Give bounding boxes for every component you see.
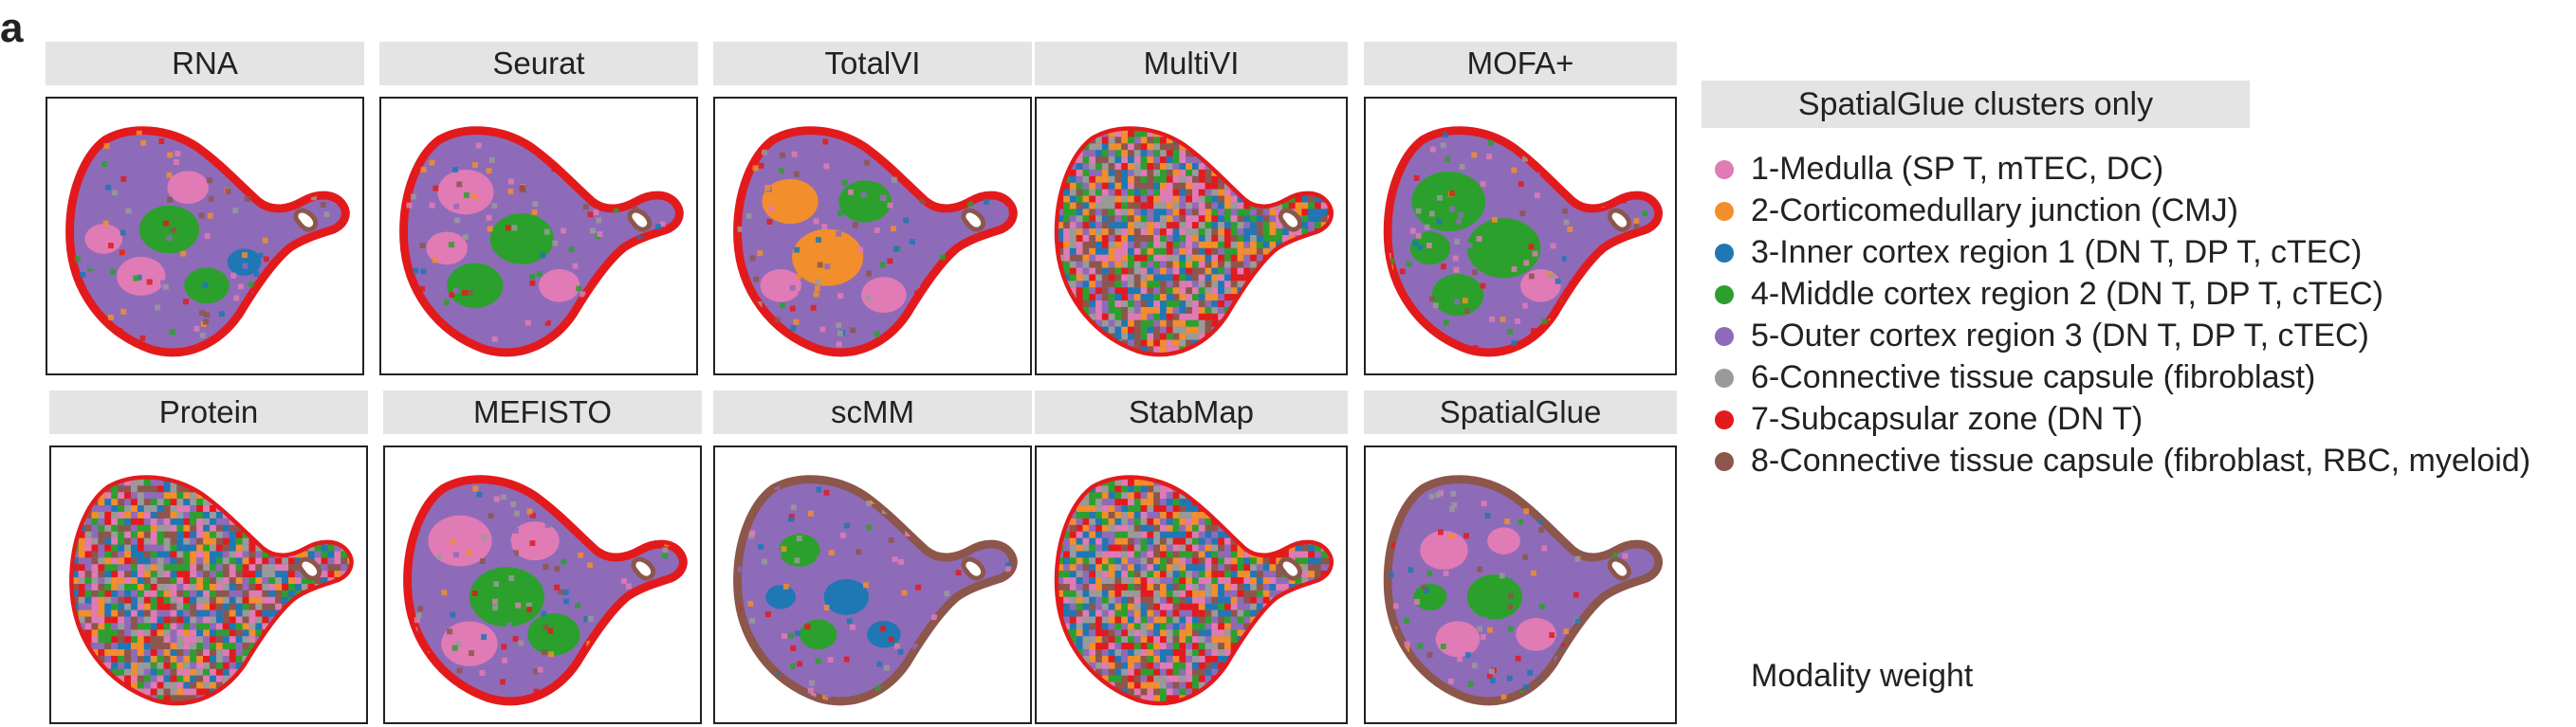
legend-item: 3-Inner cortex region 1 (DN T, DP T, cTE… (1715, 233, 2568, 271)
method-title: MultiVI (1035, 42, 1348, 85)
method-panel: RNA (46, 42, 364, 375)
legend-item: 5-Outer cortex region 3 (DN T, DP T, cTE… (1715, 317, 2568, 354)
legend-label: 8-Connective tissue capsule (fibroblast,… (1751, 443, 2531, 479)
legend-swatch (1715, 160, 1734, 179)
method-title: SpatialGlue (1364, 391, 1677, 434)
spatial-cluster-map (713, 97, 1032, 375)
spatial-cluster-map (1035, 97, 1348, 375)
method-panel: Protein (49, 391, 368, 724)
tissue-map (733, 475, 1018, 706)
legend-item: 4-Middle cortex region 2 (DN T, DP T, cT… (1715, 275, 2568, 313)
legend-label: 5-Outer cortex region 3 (DN T, DP T, cTE… (1751, 318, 2369, 354)
tissue-map (65, 126, 350, 357)
method-panel: scMM (713, 391, 1032, 724)
method-title: Seurat (379, 42, 698, 85)
method-title: Protein (49, 391, 368, 434)
spatial-cluster-map (49, 445, 368, 724)
spatial-cluster-map (713, 445, 1032, 724)
method-panel: MEFISTO (383, 391, 702, 724)
legend-item: 7-Subcapsular zone (DN T) (1715, 400, 2568, 438)
method-title: MOFA+ (1364, 42, 1677, 85)
legend-label: 6-Connective tissue capsule (fibroblast) (1751, 359, 2316, 395)
legend-label: 2-Corticomedullary junction (CMJ) (1751, 192, 2238, 228)
method-title: StabMap (1035, 391, 1348, 434)
tissue-map (1054, 475, 1334, 706)
legend-label: 4-Middle cortex region 2 (DN T, DP T, cT… (1751, 276, 2384, 312)
spatial-cluster-map (1364, 445, 1677, 724)
method-title: MEFISTO (383, 391, 702, 434)
spatial-cluster-map (46, 97, 364, 375)
method-panel: MultiVI (1035, 42, 1348, 375)
panel-letter: a (0, 5, 24, 51)
method-panel: TotalVI (713, 42, 1032, 375)
legend-item: 6-Connective tissue capsule (fibroblast) (1715, 358, 2568, 396)
legend-item: 8-Connective tissue capsule (fibroblast,… (1715, 442, 2568, 480)
legend-label: 7-Subcapsular zone (DN T) (1751, 401, 2144, 437)
tissue-map (1383, 475, 1663, 706)
tissue-map (1054, 126, 1334, 357)
method-panel: Seurat (379, 42, 698, 375)
tissue-map (1383, 126, 1663, 357)
tissue-body (403, 475, 688, 706)
method-panel: SpatialGlue (1364, 391, 1677, 724)
legend-swatch (1715, 410, 1734, 429)
cluster-legend: 1-Medulla (SP T, mTEC, DC) 2-Corticomedul… (1715, 150, 2568, 483)
method-panel: MOFA+ (1364, 42, 1677, 375)
tissue-map (69, 475, 354, 706)
legend-item: 1-Medulla (SP T, mTEC, DC) (1715, 150, 2568, 188)
method-title: RNA (46, 42, 364, 85)
method-title: scMM (713, 391, 1032, 434)
tissue-map (399, 126, 684, 357)
modality-weight-label: Modality weight (1751, 658, 1974, 694)
legend-swatch (1715, 452, 1734, 471)
tissue-map (733, 126, 1018, 357)
legend-swatch (1715, 369, 1734, 388)
spatial-cluster-map (383, 445, 702, 724)
legend-label: 3-Inner cortex region 1 (DN T, DP T, cTE… (1751, 234, 2363, 270)
legend-header: SpatialGlue clusters only (1702, 81, 2250, 128)
spatial-cluster-map (1364, 97, 1677, 375)
legend-label: 1-Medulla (SP T, mTEC, DC) (1751, 151, 2164, 187)
method-panel: StabMap (1035, 391, 1348, 724)
legend-swatch (1715, 285, 1734, 304)
legend-swatch (1715, 244, 1734, 263)
spatial-cluster-map (1035, 445, 1348, 724)
legend-swatch (1715, 327, 1734, 346)
method-title: TotalVI (713, 42, 1032, 85)
spatial-cluster-map (379, 97, 698, 375)
tissue-map (403, 475, 688, 706)
legend-item: 2-Corticomedullary junction (CMJ) (1715, 191, 2568, 229)
legend-swatch (1715, 202, 1734, 221)
